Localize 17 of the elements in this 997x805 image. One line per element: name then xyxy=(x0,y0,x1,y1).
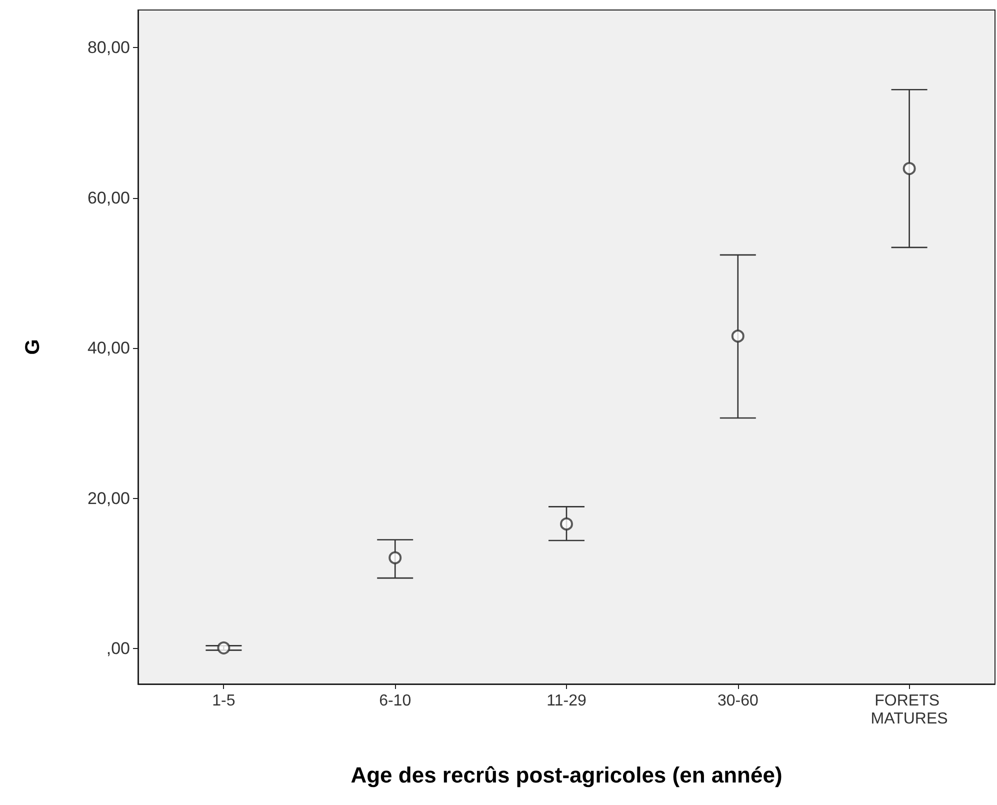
y-tick-label: 60,00 xyxy=(87,188,130,208)
y-tick-label: 40,00 xyxy=(87,338,130,358)
point xyxy=(388,551,402,564)
y-tick-label: 80,00 xyxy=(87,38,130,58)
point xyxy=(560,517,573,530)
point xyxy=(731,330,744,343)
x-tick-label: FORETS MATURES xyxy=(870,692,948,728)
point xyxy=(902,162,916,176)
y-tick-label: 20,00 xyxy=(87,488,130,508)
x-tick-label: 11-29 xyxy=(546,692,586,710)
y-tick-label: ,00 xyxy=(106,639,130,658)
x-tick-label: 6-10 xyxy=(379,692,412,710)
x-axis-title: Age des recrûs post-agricoles (en année) xyxy=(350,762,782,788)
x-tick-label: 1-5 xyxy=(212,692,236,710)
x-tick-label: 30-60 xyxy=(717,692,758,710)
y-axis-title: G xyxy=(22,339,44,355)
point xyxy=(217,641,230,654)
